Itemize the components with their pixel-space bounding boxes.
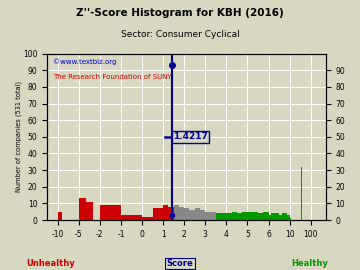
Text: Z''-Score Histogram for KBH (2016): Z''-Score Histogram for KBH (2016) [76,8,284,18]
Bar [58,212,62,220]
Bar [174,205,179,220]
Text: Healthy: Healthy [291,259,328,268]
Bar [226,213,232,220]
Bar [247,212,253,220]
Y-axis label: Number of companies (531 total): Number of companies (531 total) [15,81,22,193]
Bar [216,213,221,220]
Bar [242,212,247,220]
Text: Sector: Consumer Cyclical: Sector: Consumer Cyclical [121,30,239,39]
Bar [168,207,174,220]
Bar [253,212,258,220]
Bar [258,213,263,220]
Bar [121,215,142,220]
Bar [282,213,284,220]
Bar [189,210,195,220]
Bar [200,210,205,220]
Bar [271,213,274,220]
Bar [86,202,93,220]
Bar [232,212,237,220]
Bar [100,205,121,220]
Text: ©www.textbiz.org: ©www.textbiz.org [53,59,116,65]
Bar [195,208,200,220]
Bar [284,213,287,220]
Bar [269,215,271,220]
Bar [287,215,290,220]
Bar [79,198,86,220]
Bar [211,212,216,220]
Text: The Research Foundation of SUNY: The Research Foundation of SUNY [53,74,171,80]
Bar [221,213,226,220]
Bar [276,213,279,220]
Text: Score: Score [167,259,193,268]
Bar [153,208,163,220]
Bar [279,215,282,220]
Text: 1.4217: 1.4217 [173,132,208,141]
Text: Unhealthy: Unhealthy [26,259,75,268]
Bar [142,217,153,220]
Bar [205,212,211,220]
Bar [301,167,302,220]
Bar [263,212,269,220]
Bar [237,213,242,220]
Bar [179,207,184,220]
Bar [163,205,168,220]
Bar [274,213,276,220]
Bar [184,208,189,220]
